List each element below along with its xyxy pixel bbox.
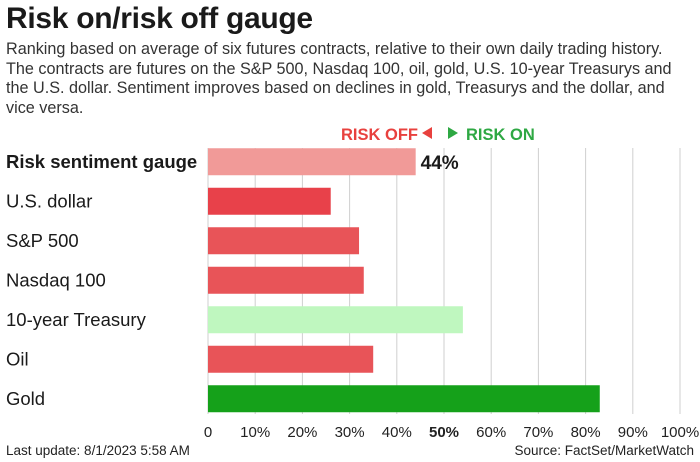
x-tick-label: 20% bbox=[287, 424, 317, 441]
bar bbox=[208, 227, 360, 255]
category-labels: Risk sentiment gauge U.S. dollar S&P 500 Na… bbox=[6, 151, 197, 409]
x-tick-label: 60% bbox=[476, 424, 506, 441]
bar bbox=[208, 306, 463, 334]
category-label: Risk sentiment gauge bbox=[6, 151, 197, 172]
x-tick-label: 70% bbox=[523, 424, 553, 441]
x-tick-label: 50% bbox=[429, 424, 459, 441]
source-credit: Source: FactSet/MarketWatch bbox=[514, 443, 694, 458]
chart-title: Risk on/risk off gauge bbox=[6, 2, 313, 35]
x-tick-label: 40% bbox=[382, 424, 412, 441]
category-label: Nasdaq 100 bbox=[6, 269, 106, 290]
x-tick-label: 100% bbox=[661, 424, 699, 441]
x-tick-label: 80% bbox=[571, 424, 601, 441]
bar bbox=[208, 385, 600, 413]
category-label: U.S. dollar bbox=[6, 190, 92, 211]
risk-on-label: RISK ON bbox=[466, 126, 535, 144]
bar bbox=[208, 266, 364, 294]
last-update: Last update: 8/1/2023 5:58 AM bbox=[6, 443, 190, 458]
category-label: Oil bbox=[6, 348, 29, 369]
chart-subtitle: Ranking based on average of six futures … bbox=[6, 40, 672, 117]
risk-off-label: RISK OFF bbox=[341, 126, 418, 144]
category-label: S&P 500 bbox=[6, 230, 79, 251]
x-tick-label: 10% bbox=[240, 424, 270, 441]
x-tick-label: 90% bbox=[618, 424, 648, 441]
bar bbox=[208, 187, 331, 215]
bar bbox=[208, 148, 416, 176]
risk-on-arrow-icon bbox=[448, 127, 458, 139]
x-axis-ticks: 0 10% 20% 30% 40% 50% 60% 70% 80% 90% 100% bbox=[204, 424, 699, 441]
category-label: Gold bbox=[6, 388, 45, 409]
data-label: 44% bbox=[421, 153, 459, 174]
bars bbox=[208, 148, 600, 413]
x-tick-label: 30% bbox=[335, 424, 365, 441]
x-tick-label: 0 bbox=[204, 424, 212, 441]
risk-off-arrow-icon bbox=[422, 127, 432, 139]
risk-legend: RISK OFF RISK ON bbox=[341, 126, 535, 144]
category-label: 10-year Treasury bbox=[6, 309, 147, 330]
bar bbox=[208, 345, 374, 373]
data-labels: 44% bbox=[421, 153, 459, 174]
